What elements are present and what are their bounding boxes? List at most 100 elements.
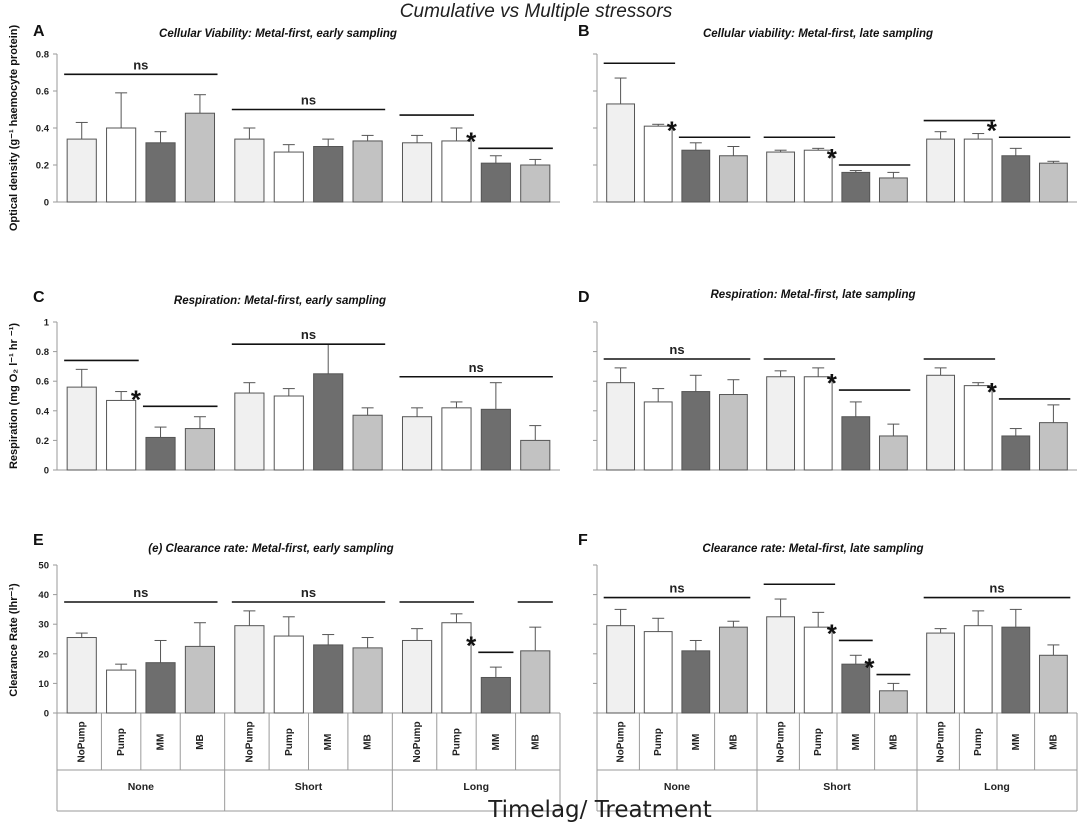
y-axis-label: Respiration (mg O₂ l⁻¹ hr ⁻¹): [8, 323, 20, 469]
category-label: NoPump: [412, 721, 423, 762]
bar-mm: [313, 373, 344, 471]
panel-title: Cellular viability: Metal-first, late sa…: [703, 28, 933, 40]
category-label: MB: [363, 734, 374, 750]
panel-letter: D: [578, 289, 590, 306]
bar-pump: [963, 138, 993, 203]
significance-star: *: [987, 115, 998, 145]
category-label: NoPump: [244, 721, 255, 762]
bar-nopump: [66, 138, 97, 203]
bar-mb: [184, 112, 216, 203]
ns-label: ns: [133, 585, 148, 600]
y-tick-label: 0: [44, 709, 49, 720]
bar-nopump: [606, 625, 636, 714]
category-label: MM: [156, 734, 167, 751]
bar-mm: [681, 149, 711, 203]
bar-pump: [273, 635, 304, 714]
y-tick-label: 0.6: [36, 377, 49, 388]
bar-mm: [1001, 626, 1031, 714]
bar-mm: [1001, 435, 1031, 471]
bar-mb: [718, 155, 748, 203]
category-label: Pump: [973, 728, 984, 756]
bar-nopump: [926, 632, 956, 714]
bar-mb: [1038, 162, 1068, 203]
category-label: MB: [1048, 734, 1059, 750]
bar-pump: [643, 631, 673, 714]
bar-nopump: [234, 138, 265, 203]
panel-letter: C: [33, 289, 45, 306]
group-label: None: [128, 781, 154, 793]
bar-pump: [106, 399, 137, 471]
significance-star: *: [827, 143, 838, 173]
panel-title: Respiration: Metal-first, late sampling: [710, 289, 915, 301]
category-label: NoPump: [776, 721, 787, 762]
bar-mm: [681, 650, 711, 714]
category-label: NoPump: [77, 721, 88, 762]
panels: A Cellular Viability: Metal-first, early …: [8, 23, 1078, 812]
group-label: Short: [823, 781, 851, 793]
bar-nopump: [766, 151, 796, 203]
bar-nopump: [766, 616, 796, 714]
bar-mm: [313, 146, 344, 203]
y-tick-label: 0.4: [36, 124, 50, 135]
bar-mb: [718, 394, 748, 471]
ns-label: ns: [301, 327, 316, 342]
ns-label: ns: [301, 585, 316, 600]
bar-nopump: [926, 138, 956, 203]
bar-mb: [520, 164, 551, 203]
bar-pump: [963, 625, 993, 714]
panel-letter: A: [33, 23, 45, 40]
bar-mb: [184, 428, 216, 471]
bar-mb: [352, 140, 383, 203]
bar-mm: [145, 436, 176, 471]
ns-label: ns: [669, 581, 684, 596]
y-tick-label: 0.2: [36, 161, 49, 172]
bar-mm: [841, 663, 871, 714]
bar-mm: [480, 162, 511, 203]
y-tick-label: 0.8: [36, 347, 49, 358]
significance-star: *: [466, 126, 477, 156]
panel-title: (e) Clearance rate: Metal-first, early s…: [148, 543, 393, 555]
panel-letter: F: [578, 532, 588, 549]
y-tick-label: 10: [38, 679, 49, 690]
significance-star: *: [667, 115, 678, 145]
ns-label: ns: [133, 57, 148, 72]
y-tick-label: 40: [38, 590, 49, 601]
bar-mm: [145, 662, 176, 714]
bar-pump: [273, 395, 304, 471]
y-tick-label: 1: [44, 318, 50, 329]
bar-mb: [352, 414, 383, 471]
panel-letter: E: [33, 532, 44, 549]
y-tick-label: 0: [44, 198, 49, 209]
category-label: Pump: [284, 728, 295, 756]
category-label: MM: [691, 734, 702, 751]
y-tick-label: 30: [38, 620, 49, 631]
category-label: Pump: [116, 728, 127, 756]
bar-mm: [480, 676, 511, 714]
category-label: MM: [1011, 734, 1022, 751]
category-label: MB: [195, 734, 206, 750]
panel-letter: B: [578, 23, 590, 40]
category-label: MB: [888, 734, 899, 750]
bar-mb: [352, 647, 383, 714]
significance-star: *: [466, 630, 477, 660]
bar-mb: [1038, 654, 1068, 714]
bar-mm: [1001, 155, 1031, 203]
bar-nopump: [66, 386, 97, 471]
bar-mb: [878, 435, 908, 471]
bar-pump: [963, 385, 993, 471]
significance-star: *: [864, 653, 875, 683]
y-axis-label: Optical density (g⁻¹ haemocyte protein): [8, 25, 20, 232]
bar-mm: [841, 416, 871, 471]
category-label: Pump: [451, 728, 462, 756]
bar-mb: [520, 439, 551, 471]
group-label: Long: [984, 781, 1010, 793]
y-tick-label: 0.2: [36, 436, 49, 447]
bar-nopump: [66, 637, 97, 714]
y-axis-label: Clearance Rate (lhr⁻¹): [8, 583, 20, 697]
ns-label: ns: [469, 360, 484, 375]
ns-label: ns: [301, 93, 316, 108]
bar-mm: [681, 391, 711, 471]
panel-b: B Cellular viability: Metal-first, late s…: [578, 23, 1077, 203]
bar-mb: [520, 650, 551, 714]
